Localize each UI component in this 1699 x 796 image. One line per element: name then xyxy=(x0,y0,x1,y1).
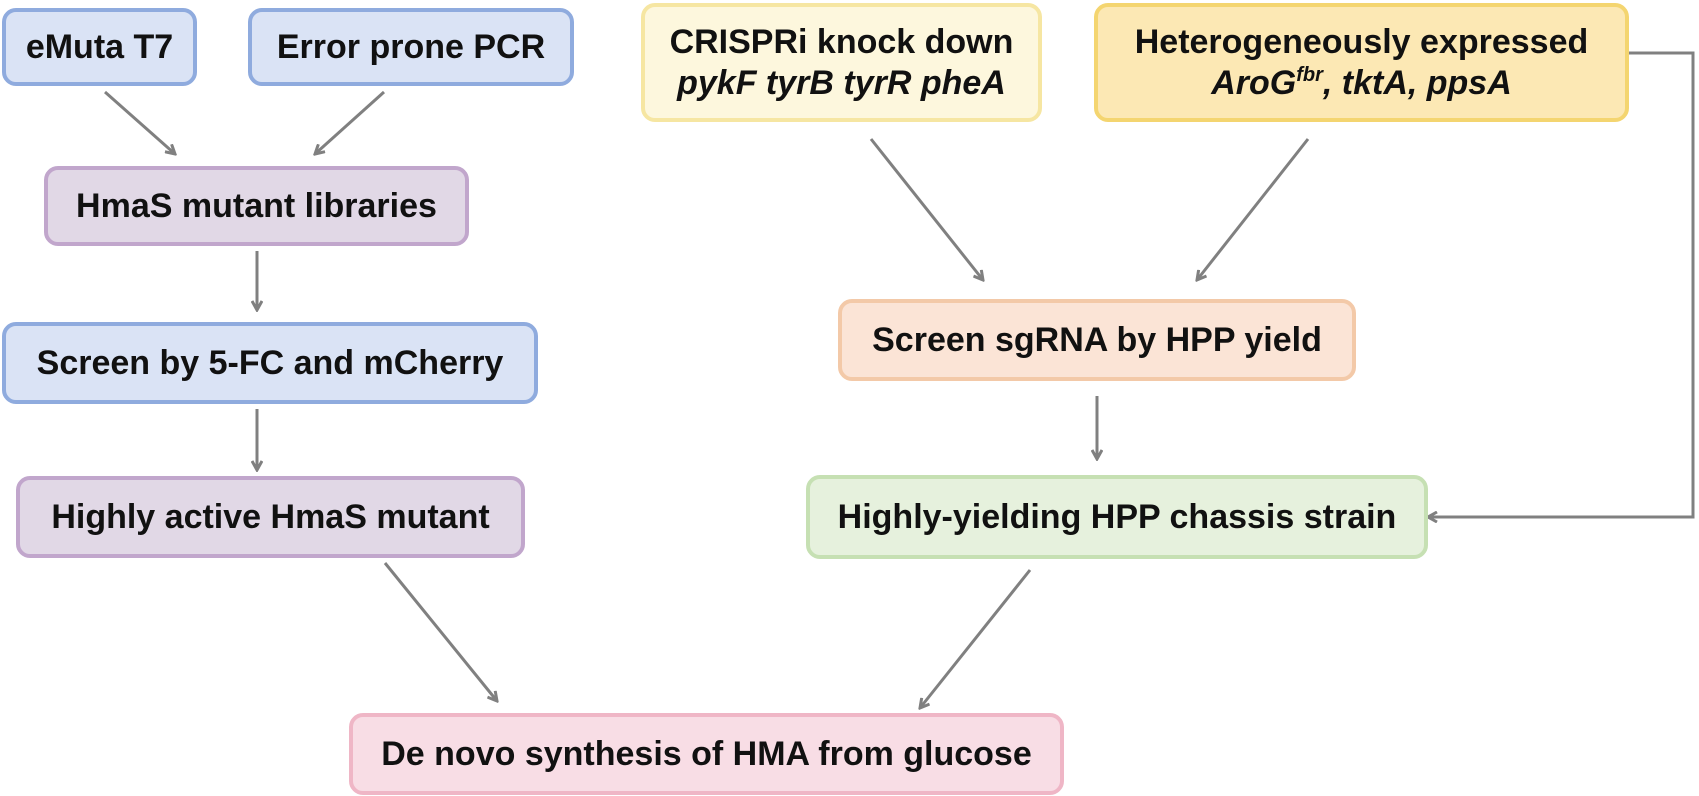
arog-superscript: fbr xyxy=(1296,63,1323,86)
hmas-mutant-libraries-node: HmaS mutant libraries xyxy=(44,166,469,246)
heterogeneous-expression-node: Heterogeneously expressed AroGfbr, tktA,… xyxy=(1094,3,1629,122)
screen-sgrna-label: Screen sgRNA by HPP yield xyxy=(872,320,1322,359)
crispri-genes: pykF tyrB tyrR pheA xyxy=(677,63,1006,102)
hpp-chassis-strain-label: Highly-yielding HPP chassis strain xyxy=(837,497,1397,536)
de-novo-synthesis-label: De novo synthesis of HMA from glucose xyxy=(381,734,1032,773)
hetero-other-genes: , tktA, ppsA xyxy=(1322,63,1512,102)
arrow-hetero-to-chassis xyxy=(1428,51,1695,517)
screen-5fc-mcherry-node: Screen by 5-FC and mCherry xyxy=(2,322,538,404)
screen-sgrna-node: Screen sgRNA by HPP yield xyxy=(838,299,1356,381)
arrow-hetero-to-sgrna xyxy=(1197,138,1310,280)
emuta-t7-node: eMuta T7 xyxy=(2,8,197,86)
crispri-line1: CRISPRi knock down xyxy=(669,22,1014,61)
error-prone-pcr-label: Error prone PCR xyxy=(276,27,546,66)
emuta-t7-label: eMuta T7 xyxy=(25,27,174,66)
arrow-pcr-to-libraries xyxy=(315,90,386,154)
arog-gene: AroG xyxy=(1211,63,1297,102)
highly-active-hmas-mutant-node: Highly active HmaS mutant xyxy=(16,476,525,558)
arrow-crispri-to-sgrna xyxy=(869,138,983,280)
hetero-genes: AroGfbr, tktA, ppsA xyxy=(1211,63,1512,104)
de-novo-synthesis-node: De novo synthesis of HMA from glucose xyxy=(349,713,1064,795)
error-prone-pcr-node: Error prone PCR xyxy=(248,8,574,86)
screen-5fc-mcherry-label: Screen by 5-FC and mCherry xyxy=(36,343,504,382)
arrow-mutant-to-denovo xyxy=(383,562,497,701)
arrow-chassis-to-denovo xyxy=(920,569,1032,708)
hetero-line1: Heterogeneously expressed xyxy=(1134,22,1589,61)
hmas-mutant-libraries-label: HmaS mutant libraries xyxy=(76,186,437,225)
highly-active-hmas-mutant-label: Highly active HmaS mutant xyxy=(51,497,490,536)
hpp-chassis-strain-node: Highly-yielding HPP chassis strain xyxy=(806,475,1428,559)
arrow-emuta-to-libraries xyxy=(104,90,175,154)
crispri-knockdown-node: CRISPRi knock down pykF tyrB tyrR pheA xyxy=(641,3,1042,122)
